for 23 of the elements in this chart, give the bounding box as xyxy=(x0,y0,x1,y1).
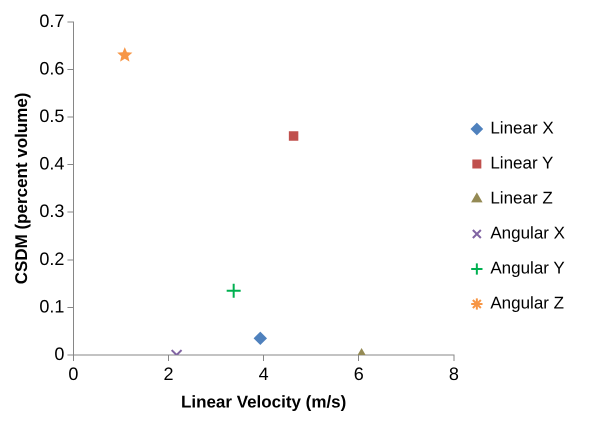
y-tick-label: 0 xyxy=(54,344,64,364)
legend-label: Linear Z xyxy=(490,188,553,208)
x-axis-title: Linear Velocity (m/s) xyxy=(180,392,346,412)
y-tick-label: 0.4 xyxy=(39,154,64,174)
y-tick-label: 0.1 xyxy=(39,296,64,316)
y-tick-label: 0.6 xyxy=(39,58,64,78)
point xyxy=(288,131,298,141)
y-tick-label: 0.5 xyxy=(39,106,64,126)
x-tick-label: 4 xyxy=(258,364,269,384)
x-tick-label: 8 xyxy=(448,364,459,384)
point xyxy=(117,47,132,62)
y-axis-title: CSDM (percent volume) xyxy=(12,92,31,284)
y-tick-label: 0.2 xyxy=(39,248,64,269)
legend-label: Angular X xyxy=(490,224,566,243)
legend-label: Linear X xyxy=(490,118,554,138)
x-tick-label: 2 xyxy=(164,364,174,384)
y-tick-label: 0.7 xyxy=(39,10,64,31)
legend-label: Angular Y xyxy=(490,258,565,278)
x-tick-label: 0 xyxy=(68,364,78,384)
legend-label: Linear Y xyxy=(490,154,554,173)
legend-label: Angular Z xyxy=(490,294,564,313)
x-tick-label: 6 xyxy=(354,364,364,384)
y-tick-label: 0.3 xyxy=(39,201,64,222)
